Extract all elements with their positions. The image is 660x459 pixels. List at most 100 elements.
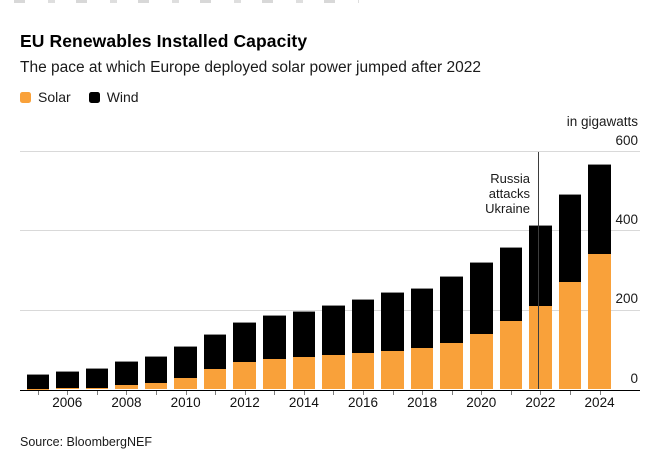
wind-segment-2019 [440, 276, 463, 344]
solar-segment-2010 [174, 377, 197, 390]
wind-segment-2014 [292, 310, 316, 357]
x-tick-2023 [570, 390, 571, 396]
x-tick-label-2006: 2006 [52, 394, 83, 410]
wind-segment-2015 [322, 304, 345, 355]
x-tick-2006 [67, 390, 69, 396]
y-tick-label-200: 200 [615, 291, 638, 307]
y-axis-unit-label: in gigawatts [566, 114, 638, 129]
solar-segment-2008 [115, 385, 138, 390]
bar-2016 [351, 299, 375, 390]
y-tick-label-0: 0 [630, 370, 638, 386]
wind-swatch-icon [88, 91, 100, 103]
cropped-text-remnant [14, 0, 359, 3]
solar-segment-2006 [56, 388, 79, 390]
solar-segment-2015 [322, 354, 345, 390]
x-tick-2015 [333, 390, 335, 396]
x-tick-2021 [510, 390, 512, 396]
x-tick-2020 [481, 390, 483, 396]
bar-2006 [56, 371, 79, 390]
legend-item-wind: Wind [88, 89, 139, 105]
wind-segment-2013 [263, 315, 286, 360]
x-tick-2022 [540, 390, 542, 396]
wind-segment-2012 [233, 322, 256, 363]
bar-2023 [558, 194, 582, 390]
x-axis-line [20, 389, 640, 392]
solar-segment-2013 [263, 359, 286, 390]
solar-segment-2019 [440, 343, 463, 390]
solar-segment-2017 [381, 351, 404, 390]
event-annotation: Russia attacks Ukraine [485, 171, 530, 217]
x-tick-2024 [599, 390, 601, 396]
solar-segment-2012 [233, 362, 256, 390]
wind-segment-2007 [85, 367, 109, 388]
solar-segment-2005 [26, 388, 49, 390]
bar-2020 [470, 262, 493, 390]
solar-segment-2018 [410, 348, 434, 390]
x-tick-label-2010: 2010 [170, 394, 201, 410]
source-credit: Source: BloombergNEF [20, 435, 153, 449]
bar-2018 [410, 287, 434, 390]
solar-segment-2024 [588, 253, 611, 390]
bar-2015 [322, 304, 345, 390]
x-tick-2013 [274, 390, 276, 396]
wind-segment-2008 [115, 360, 138, 386]
chart-title: EU Renewables Installed Capacity [20, 31, 308, 51]
solar-segment-2014 [292, 356, 316, 390]
solar-segment-2011 [203, 368, 227, 390]
wind-segment-2018 [410, 287, 434, 349]
wind-segment-2011 [203, 333, 227, 369]
wind-segment-2020 [470, 262, 493, 334]
wind-segment-2022 [529, 224, 552, 306]
legend-item-solar: Solar [20, 89, 71, 105]
x-tick-label-2016: 2016 [347, 394, 379, 410]
bar-2009 [144, 356, 168, 390]
solar-segment-2009 [144, 383, 168, 390]
gridline-400 [20, 230, 640, 232]
x-tick-2019 [451, 390, 453, 396]
x-tick-label-2020: 2020 [466, 394, 497, 410]
x-tick-2017 [392, 390, 394, 396]
legend: Solar Wind [20, 89, 139, 105]
solar-segment-2016 [351, 353, 375, 390]
bar-2022 [529, 224, 552, 390]
x-tick-2012 [244, 390, 246, 396]
solar-segment-2020 [470, 333, 493, 390]
x-tick-label-2008: 2008 [111, 394, 142, 410]
legend-label-wind: Wind [106, 89, 139, 105]
y-tick-label-600: 600 [615, 132, 638, 148]
legend-label-solar: Solar [38, 89, 71, 105]
wind-segment-2021 [499, 247, 523, 321]
x-tick-label-2022: 2022 [525, 394, 556, 410]
bar-2011 [203, 333, 227, 390]
bar-2013 [263, 315, 286, 390]
wind-segment-2016 [351, 299, 375, 354]
y-tick-label-400: 400 [615, 211, 638, 227]
event-marker-line [537, 151, 539, 390]
bar-2007 [85, 367, 109, 390]
bar-2019 [440, 276, 463, 390]
x-tick-2011 [215, 390, 217, 396]
annotation-line-3: Ukraine [485, 201, 530, 217]
bar-2017 [381, 292, 404, 390]
bar-2024 [588, 163, 611, 390]
wind-segment-2009 [144, 356, 168, 384]
wind-segment-2006 [56, 371, 79, 389]
x-tick-2016 [363, 390, 365, 396]
x-tick-2005 [37, 390, 39, 396]
x-tick-2007 [96, 390, 98, 396]
x-tick-label-2014: 2014 [288, 394, 319, 410]
bar-2005 [26, 374, 49, 390]
wind-segment-2017 [381, 292, 404, 352]
annotation-line-2: attacks [488, 186, 530, 202]
x-tick-2008 [126, 390, 128, 396]
x-tick-2010 [185, 390, 187, 396]
solar-segment-2022 [529, 305, 552, 390]
x-tick-2009 [156, 390, 158, 396]
x-tick-2018 [422, 390, 424, 396]
solar-segment-2023 [558, 281, 582, 390]
x-tick-2014 [303, 390, 305, 396]
bar-2008 [115, 360, 138, 390]
x-tick-label-2024: 2024 [584, 394, 615, 410]
bar-2014 [292, 310, 316, 390]
